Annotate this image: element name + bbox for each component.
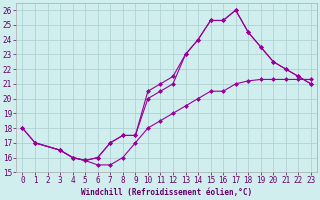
X-axis label: Windchill (Refroidissement éolien,°C): Windchill (Refroidissement éolien,°C): [81, 188, 252, 197]
